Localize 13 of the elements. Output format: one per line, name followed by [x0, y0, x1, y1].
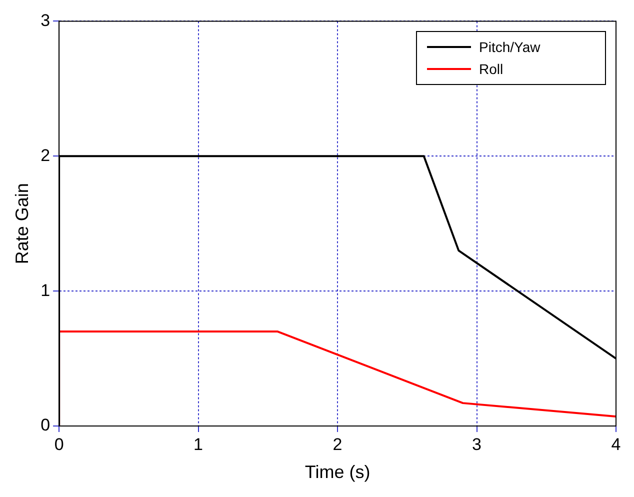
x-tick-label: 2 — [332, 434, 342, 454]
legend-label: Pitch/Yaw — [479, 39, 540, 56]
x-tick-label: 3 — [472, 434, 482, 454]
y-tick-label: 2 — [40, 146, 50, 165]
x-tick-label: 4 — [611, 434, 621, 454]
x-tick-label: 1 — [194, 434, 204, 454]
y-axis-title: Rate Gain — [12, 183, 32, 264]
x-tick-label: 0 — [54, 434, 64, 454]
x-axis-title: Time (s) — [304, 462, 370, 482]
y-tick-label: 3 — [40, 10, 50, 30]
y-tick-label: 0 — [40, 416, 50, 435]
y-tick-label: 1 — [40, 280, 50, 300]
legend-label: Roll — [479, 61, 504, 78]
